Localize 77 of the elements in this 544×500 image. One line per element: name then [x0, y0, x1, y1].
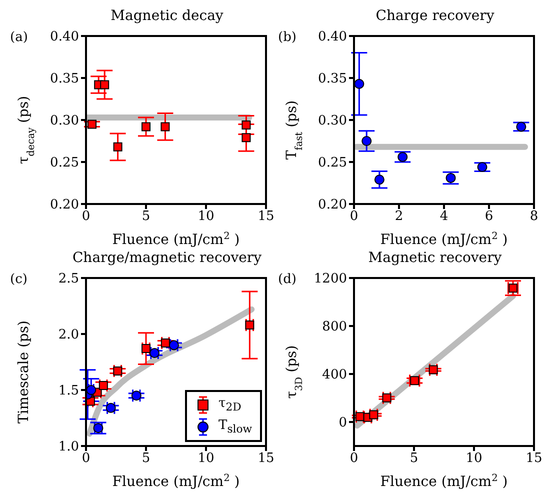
legend-label: τ$_{2D}$: [218, 396, 242, 414]
x-tick-label: 0: [82, 209, 90, 224]
y-tick-label: 2.0: [58, 328, 79, 343]
point: [242, 133, 251, 142]
point: [242, 120, 251, 130]
point: [142, 344, 150, 354]
x-tick-label: 6: [484, 209, 494, 224]
x-tick-label: 10: [466, 451, 482, 466]
x-tick-label: 4: [440, 209, 448, 224]
y-tick-label: 0.35: [318, 72, 347, 87]
chart-title: Magnetic decay: [110, 8, 224, 26]
y-axis-title: Timescale (ps): [16, 320, 32, 424]
y-tick-label: 0.30: [318, 114, 347, 129]
text: (b): [278, 30, 296, 45]
x-tick-label: 10: [198, 451, 214, 466]
x-axis-title: Fluence (mJ/cm$^{2}$ ): [112, 230, 240, 248]
x-tick-label: 8: [530, 209, 538, 224]
x-tick-label: 5: [142, 209, 150, 224]
point: [88, 120, 96, 129]
y-tick-label: 400: [322, 368, 347, 383]
point: [106, 402, 116, 413]
point: [362, 136, 372, 146]
x-tick-label: 5: [142, 451, 150, 466]
point: [98, 381, 108, 390]
x-tick-label: 5: [410, 451, 418, 466]
point: [382, 393, 392, 402]
x-tick-label: 15: [258, 209, 274, 224]
point: [168, 340, 179, 350]
point: [428, 365, 438, 374]
point: [477, 162, 488, 172]
point: [446, 172, 456, 183]
y-tick-label: 0.20: [318, 198, 347, 213]
point: [160, 338, 170, 348]
x-tick-label: 0: [350, 209, 358, 224]
text: (a): [10, 30, 28, 45]
y-tick-label: 1.0: [58, 440, 79, 455]
legend-label: T$_{slow}$: [218, 418, 252, 436]
y-tick-label: 0.40: [50, 30, 79, 45]
point: [410, 376, 420, 386]
y-tick-label: 0.20: [50, 198, 79, 213]
text: (c): [10, 272, 28, 287]
x-tick-label: 15: [526, 451, 542, 466]
point: [245, 320, 254, 330]
y-tick-label: 0.35: [50, 72, 79, 87]
y-tick-label: 2.5: [58, 272, 79, 287]
chart-title: Charge/magnetic recovery: [71, 250, 263, 268]
y-tick-label: 0: [338, 416, 347, 431]
point: [100, 80, 110, 90]
point: [150, 348, 160, 358]
chart-title: Charge recovery: [374, 8, 496, 26]
x-tick-label: 0: [82, 451, 90, 466]
x-axis-title: Fluence (mJ/cm$^{2}$ ): [380, 230, 508, 248]
point: [398, 152, 408, 162]
point: [113, 366, 122, 376]
y-tick-label: 1.5: [58, 384, 79, 399]
point: [516, 122, 526, 132]
point: [160, 122, 170, 132]
y-tick-label: 0.40: [318, 30, 347, 45]
x-axis-title: Fluence (mJ/cm$^{2}$ ): [112, 472, 240, 490]
y-tick-label: 0.25: [50, 156, 79, 171]
text: (d): [278, 272, 296, 287]
point: [508, 284, 518, 293]
y-tick-label: 0.30: [50, 114, 79, 129]
y-tick-label: 0.25: [318, 156, 347, 171]
y-tick-label: 1200: [314, 272, 347, 287]
y-tick-label: 800: [322, 320, 347, 335]
x-tick-label: 0: [350, 451, 358, 466]
x-tick-label: 2: [394, 209, 404, 224]
x-axis-title: Fluence (mJ/cm$^{2}$ ): [380, 472, 508, 490]
x-tick-label: 15: [258, 451, 274, 466]
chart-title: Magnetic recovery: [367, 250, 503, 268]
x-tick-label: 10: [198, 209, 214, 224]
point: [113, 142, 122, 152]
point: [131, 390, 142, 401]
point: [354, 78, 364, 89]
point: [142, 122, 150, 132]
point: [374, 174, 384, 185]
